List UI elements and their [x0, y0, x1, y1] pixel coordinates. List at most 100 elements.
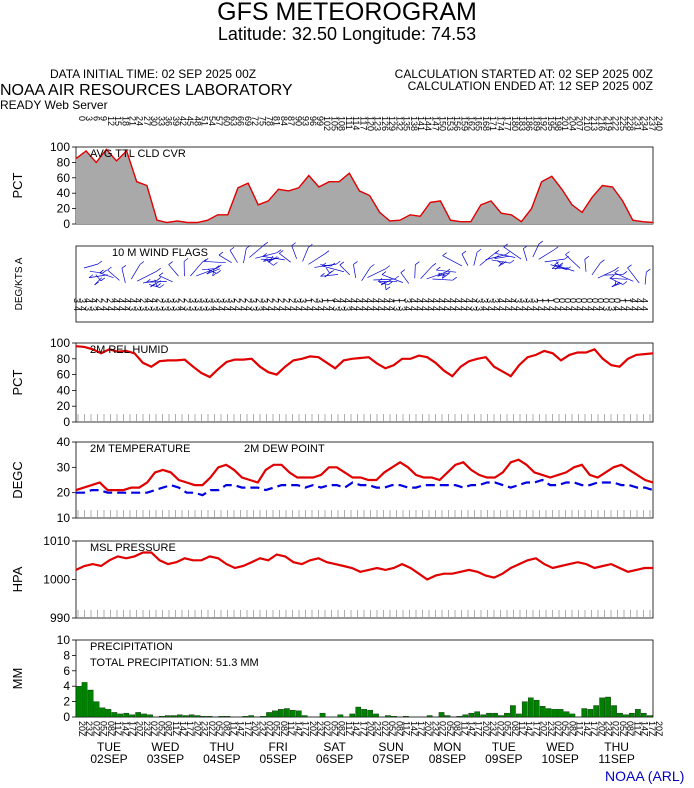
hour-label: 204 — [567, 116, 577, 131]
precip-bar — [611, 705, 617, 718]
hour-label: 66 — [236, 116, 246, 126]
wind-barb — [308, 253, 326, 265]
hour-label: 186 — [524, 116, 534, 131]
wind-barb-flag — [159, 284, 165, 288]
wind-barb — [591, 262, 601, 276]
precip-bar — [646, 715, 653, 718]
precip-bar — [635, 709, 641, 718]
wind-speed-label: 4 — [221, 306, 231, 311]
hour-label: 14Z — [351, 721, 361, 737]
wind-speed-label: 3 — [204, 306, 214, 311]
hour-label: 08Z — [106, 721, 116, 737]
wind-barb-flag — [565, 251, 570, 255]
wind-direction-label: 4 — [342, 298, 352, 303]
hour-label: 14Z — [582, 721, 592, 737]
temp-y-label: DEGC — [10, 461, 25, 499]
wind-direction-label: 4 — [375, 298, 385, 303]
wind-direction-label: 1 — [623, 298, 633, 303]
wind-direction-label: 4 — [639, 298, 649, 303]
wind-direction-label: 0 — [612, 298, 622, 303]
wind-barb — [136, 270, 157, 282]
rh-panel-title: 2M REL HUMID — [90, 344, 168, 356]
wind-speed-label: 4 — [590, 306, 600, 311]
wind-direction-label: 4 — [347, 298, 357, 303]
precip-bar — [444, 715, 451, 718]
wind-speed-label: 4 — [320, 306, 330, 311]
wind-barb-flag — [431, 263, 437, 267]
hour-label: 23Z — [604, 721, 614, 737]
wind-barb — [565, 254, 581, 269]
credit-label: NOAA (ARL) — [605, 768, 685, 784]
wind-panel-frame — [75, 245, 654, 323]
wind-barb — [414, 264, 416, 279]
wind-speed-label: 4 — [579, 306, 589, 311]
hour-label: 20Z — [423, 721, 433, 737]
wind-direction-labels: 3344222444442442333223333333322232322222… — [72, 298, 649, 303]
wind-barb — [212, 269, 215, 276]
wind-speed-label: 4 — [480, 306, 490, 311]
hour-label: 17Z — [127, 721, 137, 737]
hour-label: 17Z — [185, 721, 195, 737]
wind-barb-flag — [600, 259, 605, 264]
precip-bar — [182, 715, 189, 718]
hour-label: 69 — [243, 116, 253, 126]
hour-label: 20Z — [77, 721, 87, 737]
wind-barb — [266, 260, 274, 266]
wind-barb-flag — [146, 279, 151, 283]
wind-barb — [291, 245, 297, 259]
wind-barb-flag — [276, 249, 282, 253]
precip-bar — [623, 714, 629, 718]
hour-label: 11Z — [402, 721, 412, 736]
wind-barb-flag — [370, 264, 375, 268]
wind-speed-label: 3 — [601, 306, 611, 311]
wind-speed-label: 4 — [513, 306, 523, 311]
wind-barb — [229, 250, 238, 263]
wind-speed-label: 4 — [617, 306, 627, 311]
wind-speed-label: 4 — [623, 306, 633, 311]
rh-y-label: PCT — [10, 369, 25, 395]
pressure-y-axis: 1010 1000 990 — [43, 534, 76, 625]
hour-label: 18 — [120, 116, 130, 126]
wind-barb — [554, 264, 575, 272]
hour-label: 168 — [481, 116, 491, 131]
hour-label: 20Z — [366, 721, 376, 737]
hour-label: 138 — [409, 116, 419, 131]
wind-speed-label: 4 — [447, 306, 457, 311]
wind-direction-label: 2 — [287, 298, 297, 303]
wind-direction-label: 1 — [540, 298, 550, 303]
wind-direction-label: 3 — [292, 298, 302, 303]
wind-speed-label: 4 — [639, 306, 649, 311]
hour-label: 219 — [604, 116, 614, 131]
wind-barb — [339, 264, 351, 276]
wind-speed-label: 3 — [606, 306, 616, 311]
cloud-area — [76, 149, 653, 224]
rh-panel-frame — [75, 342, 654, 423]
wind-speed-label: 4 — [105, 306, 115, 311]
precip-bar — [456, 716, 463, 718]
wind-direction-label: 4 — [359, 298, 369, 303]
wind-speed-label: 4 — [276, 306, 286, 311]
hour-label: 180 — [510, 116, 520, 131]
cloud-line — [75, 148, 654, 224]
wind-speed-label: 4 — [309, 306, 319, 311]
precip-bar — [159, 716, 165, 718]
precip-bar — [599, 697, 605, 718]
precip-bar — [200, 716, 207, 718]
hour-label: 05Z — [445, 721, 455, 737]
wind-speed-label: 3 — [331, 306, 341, 311]
wind-speed-label: 4 — [232, 306, 242, 311]
day-date: 08SEP — [429, 752, 466, 766]
wind-barb-flag — [107, 266, 112, 271]
day-of-week: THU — [209, 740, 234, 754]
pressure-line — [75, 551, 653, 581]
y-tick-label: 10 — [57, 633, 71, 647]
wind-speed-label: 4 — [281, 306, 291, 311]
wind-barb-flag — [330, 262, 336, 267]
wind-direction-label: 3 — [199, 298, 209, 303]
hour-label: 23Z — [84, 721, 94, 737]
hour-label: 177 — [503, 116, 513, 131]
wind-barb-flag — [291, 242, 296, 246]
wind-barb — [142, 280, 157, 284]
wind-barb-flag — [100, 277, 105, 282]
y-tick-label: 100 — [50, 140, 70, 154]
